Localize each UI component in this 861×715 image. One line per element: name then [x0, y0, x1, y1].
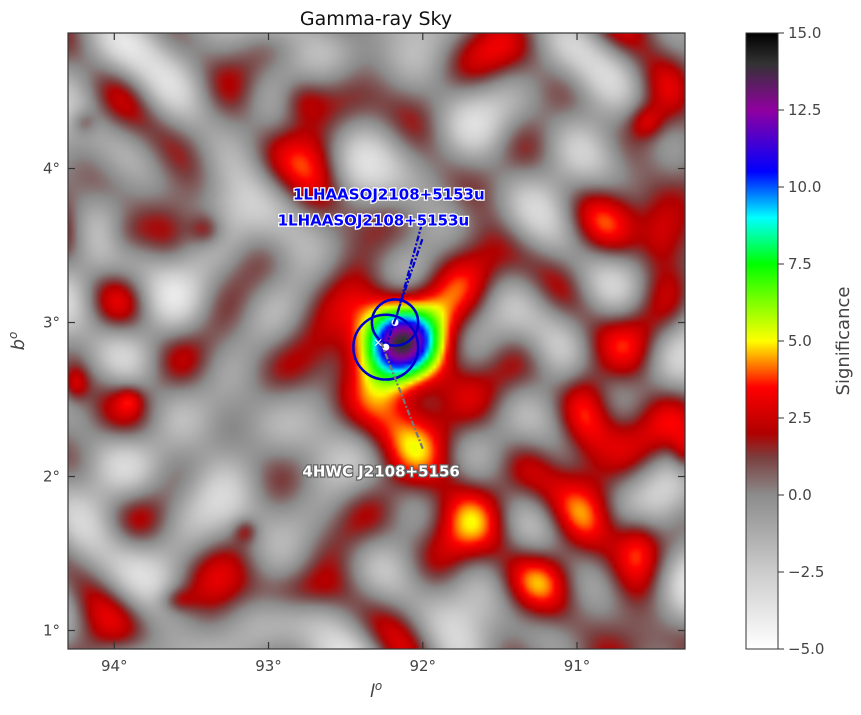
- colorbar-tick-label: 2.5: [788, 409, 812, 427]
- source-label: 4HWC J2108+5156: [302, 463, 459, 481]
- colorbar: [745, 32, 779, 650]
- source-extent-circle: [370, 298, 420, 347]
- source-label: 1LHAASOJ2108+5153u: [278, 212, 470, 230]
- source-connector-line: [393, 214, 426, 323]
- source-cross-marker: ×: [373, 336, 383, 350]
- source-connector-line: [380, 342, 424, 450]
- x-tick-label: 92°: [409, 657, 436, 675]
- x-tick-label: 91°: [564, 657, 591, 675]
- plot-frame: [67, 32, 686, 650]
- x-axis-label: lo: [370, 679, 382, 702]
- x-axis-ticks: 94° 93° 92° 91°: [101, 33, 590, 675]
- colorbar-tick-label: 0.0: [788, 486, 812, 504]
- colorbar-label: Significance: [833, 287, 854, 396]
- x-tick-label: 94°: [101, 657, 128, 675]
- y-tick-label: 3°: [43, 314, 60, 332]
- source-connector-line: [384, 237, 424, 348]
- source-overlay: ×: [352, 214, 426, 450]
- y-axis-ticks: 1° 2° 3° 4°: [43, 160, 685, 640]
- source-extent-circle: [352, 313, 420, 381]
- x-tick-label: 93°: [255, 657, 282, 675]
- chart-title: Gamma-ray Sky: [300, 8, 452, 30]
- y-tick-label: 2°: [43, 468, 60, 486]
- colorbar-tick-label: 7.5: [788, 255, 812, 273]
- colorbar-tick-label: 5.0: [788, 332, 812, 350]
- source-position-dot: [382, 343, 390, 351]
- y-axis-label: bo: [6, 332, 29, 351]
- colorbar-tick-label: −2.5: [788, 563, 824, 581]
- colorbar-tick-label: −5.0: [788, 640, 824, 658]
- source-labels: 1LHAASOJ2108+5153u 1LHAASOJ2108+5153u 4HWC…: [276, 184, 486, 482]
- y-tick-label: 4°: [43, 160, 60, 178]
- colorbar-tick-label: 12.5: [788, 101, 821, 119]
- y-tick-label: 1°: [43, 622, 60, 640]
- colorbar-tick-label: 15.0: [788, 24, 821, 42]
- colorbar-ticks: −5.0 −2.5 0.0 2.5 5.0 7.5 10.0 12.5 15.0: [778, 24, 824, 658]
- colorbar-tick-label: 10.0: [788, 178, 821, 196]
- significance-heatmap: [68, 33, 685, 649]
- source-label: 1LHAASOJ2108+5153u: [293, 185, 485, 203]
